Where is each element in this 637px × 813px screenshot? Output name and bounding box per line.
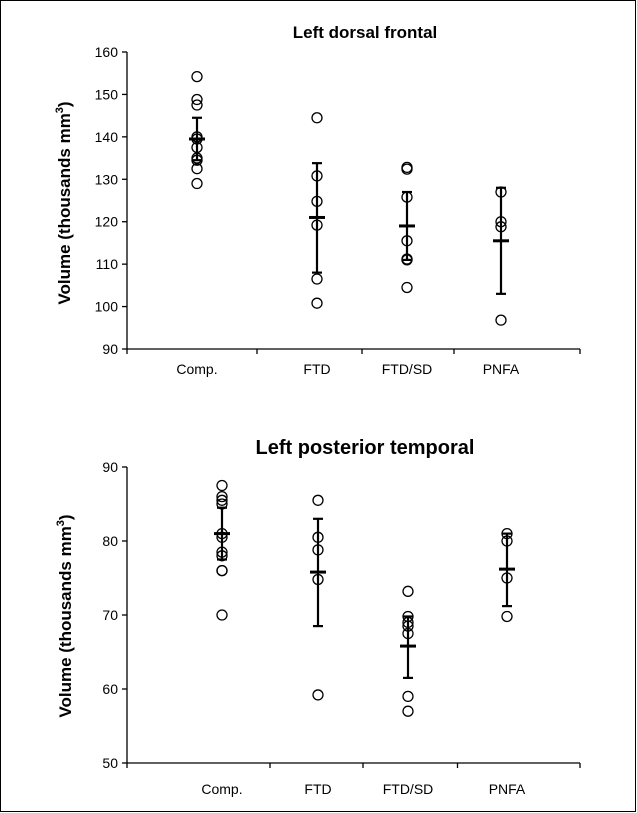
data-point: [501, 610, 513, 623]
y-axis-label: Volume (thousands mm3): [55, 514, 75, 717]
data-point: [401, 191, 413, 203]
data-point: [495, 221, 507, 233]
y-tick-label: 90: [102, 341, 118, 357]
x-category-label: FTD: [304, 781, 331, 797]
data-point: [402, 585, 414, 597]
data-point: [216, 490, 228, 503]
y-axis-label-text: Volume (thousands mm: [55, 113, 74, 304]
data-point: [401, 254, 413, 266]
data-point: [216, 498, 228, 510]
x-category-label: FTD: [303, 361, 330, 377]
y-tick-label: 150: [95, 86, 119, 102]
y-tick-label: 140: [95, 129, 119, 145]
data-point: [501, 572, 513, 584]
data-point: [191, 93, 203, 106]
data-point: [312, 689, 324, 701]
data-point: [312, 544, 324, 556]
data-point: [191, 177, 203, 190]
data-point: [216, 564, 228, 577]
data-point: [311, 273, 323, 285]
data-point: [312, 573, 324, 586]
chart-left-posterior-temporal: Left posterior temporal Volume (thousand…: [55, 437, 581, 797]
x-category-label: Comp.: [176, 361, 217, 377]
plot-area: 50 60 70 80 90 Comp. FTD FTD/SD PNFA: [102, 459, 581, 797]
data-point: [312, 531, 324, 543]
y-tick-label: 70: [102, 607, 118, 623]
y-tick-label: 60: [102, 681, 118, 697]
y-axis-label: Volume (thousands mm3): [54, 101, 74, 304]
data-point: [216, 479, 228, 492]
y-tick-label: 50: [102, 755, 118, 771]
y-axis-label-text: Volume (thousands mm: [56, 526, 75, 717]
y-tick-label: 130: [95, 171, 119, 187]
data-point: [501, 535, 513, 547]
y-tick-label: 160: [95, 44, 119, 60]
data-point: [402, 705, 414, 717]
data-point: [191, 70, 203, 83]
y-tick-label: 100: [95, 299, 119, 315]
data-point: [401, 281, 413, 294]
chart-title: Left posterior temporal: [256, 437, 475, 459]
data-point: [216, 494, 228, 506]
y-axis-label-close: ): [55, 101, 74, 107]
data-point: [312, 494, 324, 506]
data-point: [216, 546, 228, 558]
data-point: [402, 616, 414, 629]
x-category-label: PNFA: [489, 781, 526, 797]
data-point: [495, 314, 507, 326]
y-axis-label-superscript: 3: [55, 520, 67, 526]
x-category-label: FTD/SD: [382, 361, 433, 377]
data-point: [191, 163, 203, 175]
data-point: [216, 609, 228, 621]
data-point: [401, 235, 413, 247]
data-point: [401, 163, 413, 175]
y-axis-label-superscript: 3: [54, 107, 66, 113]
data-point: [402, 620, 414, 632]
chart-title: Left dorsal frontal: [293, 23, 438, 42]
x-category-label: FTD/SD: [383, 781, 434, 797]
y-tick-label: 120: [95, 214, 119, 230]
data-point: [311, 297, 323, 309]
data-point: [191, 141, 203, 154]
y-axis-label-close: ): [56, 514, 75, 520]
data-point: [191, 154, 203, 166]
data-point: [311, 170, 323, 182]
data-point: [311, 195, 323, 207]
y-tick-label: 80: [102, 533, 118, 549]
y-tick-label: 90: [102, 459, 118, 475]
data-point: [402, 690, 414, 703]
chart-left-dorsal-frontal: Left dorsal frontal Volume (thousands mm…: [54, 23, 581, 377]
y-tick-label: 110: [96, 256, 119, 272]
data-point: [191, 99, 203, 111]
x-category-label: PNFA: [483, 361, 520, 377]
data-point: [216, 550, 228, 562]
data-point: [311, 112, 323, 124]
data-point: [402, 627, 414, 640]
data-point: [501, 527, 513, 540]
data-point: [495, 216, 507, 228]
plot-area: 90 100 110 120 130 140 150 160 Comp. FTD FTD/SD PNF…: [95, 44, 581, 377]
data-point: [311, 219, 323, 231]
x-category-label: Comp.: [201, 781, 242, 797]
data-point: [495, 186, 507, 198]
